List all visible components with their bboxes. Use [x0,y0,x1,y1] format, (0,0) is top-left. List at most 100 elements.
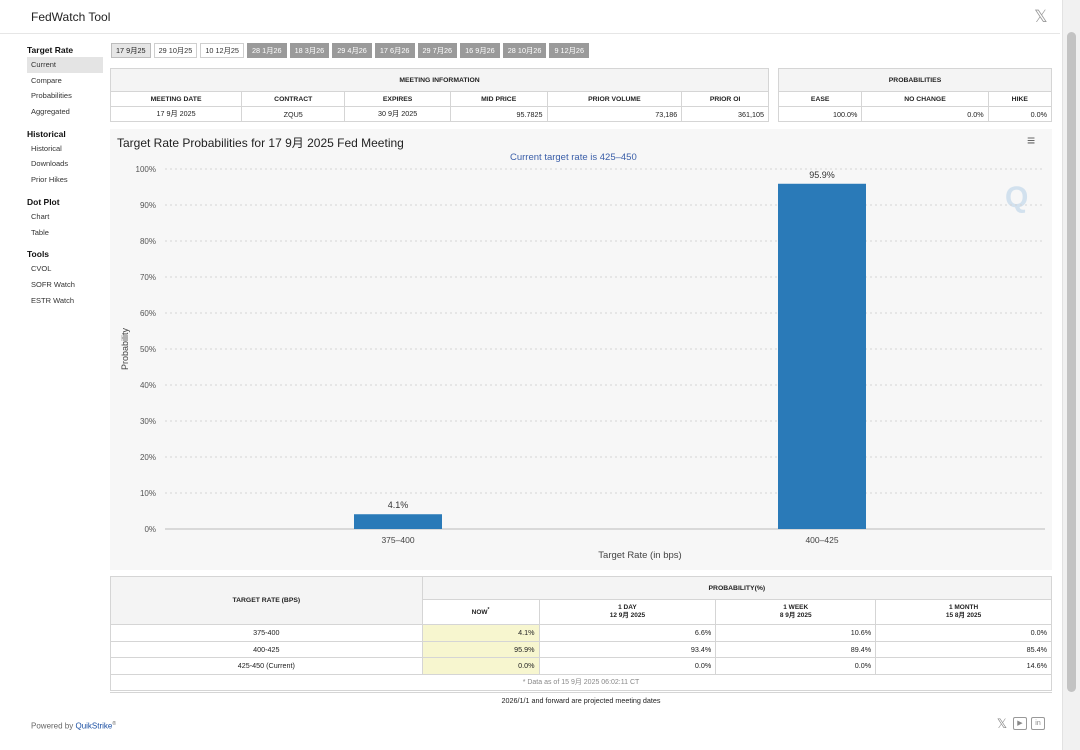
sidebar-item-table[interactable]: Table [31,227,49,237]
target-rate-cell: 400-425 [110,640,423,658]
probability-heading: PROBABILITY(%) [421,576,1053,600]
tab-meeting-date[interactable]: 17 9月25 [111,43,151,58]
sidebar-nav: Target Rate Current Compare Probabilities Ag… [27,44,103,308]
bar-data-label: 4.1% [388,500,409,510]
tab-meeting-date[interactable]: 17 6月26 [374,43,415,58]
y-tick-label: 0% [144,525,156,534]
sidebar-item-downloads[interactable]: Downloads [31,159,69,169]
column-header: CONTRACT [241,91,346,107]
y-tick-label: 80% [140,237,156,246]
target-rate-heading: TARGET RATE (BPS) [110,576,423,625]
sidebar-item-prior-hikes[interactable]: Prior Hikes [31,175,68,185]
meeting-info-cell: 95.7825 [449,106,548,122]
scrollbar-thumb[interactable] [1067,32,1076,692]
period-column-header: NOW* [421,599,540,625]
hamburger-icon[interactable]: ≡ [1027,132,1036,148]
column-header: PRIOR OI [681,91,769,107]
meeting-information-table: MEETING INFORMATION MEETING DATE CONTRACT… [109,68,769,122]
probability-value-cell: 95.9% [421,640,540,658]
sidebar-heading: Dot Plot [27,196,60,207]
app-title: FedWatch Tool [31,10,111,24]
page-scrollbar[interactable] [1062,0,1080,750]
period-label: 1 MONTH [948,604,979,611]
period-label: 1 DAY [618,604,637,611]
sidebar-item-current[interactable]: Current [27,57,103,73]
period-column-header: 1 MONTH 15 8月 2025 [875,599,1052,625]
probability-value-cell: 10.6% [715,624,877,642]
probability-value-cell: 0.0% [715,657,877,675]
quikstrike-link[interactable]: QuikStrike [75,721,113,731]
sidebar-item-sofr-watch[interactable]: SOFR Watch [31,279,75,289]
probability-history-table: TARGET RATE (BPS) PROBABILITY(%) NOW* 1 D… [110,576,1053,691]
powered-by: Powered by QuikStrike® [31,721,116,731]
sidebar-heading: Historical [27,128,66,139]
tab-meeting-date[interactable]: 29 10月25 [153,43,198,58]
footnote-mark: * [487,607,490,614]
period-date: 12 9月 2025 [609,612,646,619]
probability-cell: 0.0% [987,106,1053,122]
probability-value-cell: 0.0% [421,657,540,675]
sidebar-item-historical[interactable]: Historical [31,143,62,153]
probability-value-cell: 14.6% [875,657,1052,675]
bar [354,514,442,529]
y-tick-label: 50% [140,345,156,354]
meeting-info-cell: 17 9月 2025 [109,106,243,122]
probability-value-cell: 4.1% [421,624,540,642]
bar-data-label: 95.9% [809,170,835,180]
registered-mark: ® [112,721,117,727]
y-tick-label: 60% [140,309,156,318]
column-header: PRIOR VOLUME [546,91,683,107]
social-icons: 𝕏 ▶ in [995,717,1045,730]
period-date: 8 9月 2025 [779,612,812,619]
x-tick-label: 375–400 [381,535,414,545]
probability-chart: Target Rate Probabilities for 17 9月 2025… [110,129,1052,570]
x-icon[interactable]: 𝕏 [996,716,1008,731]
sidebar-item-chart[interactable]: Chart [31,211,50,221]
y-tick-label: 40% [140,381,156,390]
sidebar-item-compare[interactable]: Compare [31,75,62,85]
tab-meeting-date[interactable]: 28 1月26 [247,43,287,58]
sidebar-item-cvol[interactable]: CVOL [31,264,52,274]
target-rate-cell: 425-450 (Current) [110,657,423,675]
meeting-info-cell: 30 9月 2025 [344,106,451,122]
period-column-header: 1 WEEK 8 9月 2025 [715,599,877,625]
tab-meeting-date[interactable]: 18 3月26 [289,43,330,58]
target-rate-cell: 375-400 [110,624,423,642]
probability-cell: 0.0% [861,106,989,122]
probability-value-cell: 0.0% [538,657,717,675]
quikstrike-watermark-icon: Q [1005,181,1029,214]
period-label: NOW* [471,607,490,617]
column-header: NO CHANGE [861,91,989,107]
tab-meeting-date[interactable]: 16 9月26 [460,43,500,58]
meeting-info-cell: ZQU5 [241,106,346,122]
table-row: 400-425 95.9% 93.4% 89.4% 85.4% [110,640,1052,658]
chart-title: Target Rate Probabilities for 17 9月 2025… [117,136,404,150]
linkedin-icon[interactable]: in [1031,717,1045,730]
youtube-icon[interactable]: ▶ [1013,717,1027,730]
x-logo-icon[interactable]: 𝕏 [1034,7,1048,26]
data-as-of-note: * Data as of 15 9月 2025 06:02:11 CT [110,673,1052,691]
tab-meeting-date[interactable]: 9 12月26 [549,43,590,58]
tab-meeting-date[interactable]: 29 7月26 [417,43,458,58]
sidebar-item-estr-watch[interactable]: ESTR Watch [31,295,75,305]
probabilities-table: PROBABILITIES EASE NO CHANGE HIKE 100.0% 0.… [777,68,1053,122]
tab-meeting-date[interactable]: 10 12月25 [200,43,244,58]
x-tick-label: 400–425 [805,535,838,545]
tab-meeting-date[interactable]: 29 4月26 [332,43,372,58]
sidebar-gap [27,188,103,196]
meeting-information-heading: MEETING INFORMATION [110,68,769,92]
y-tick-label: 10% [140,489,156,498]
probability-value-cell: 85.4% [875,640,1052,658]
footer-divider [110,692,1052,693]
sidebar-item-probabilities[interactable]: Probabilities [31,91,72,101]
column-header: MID PRICE [449,91,548,107]
top-bar: FedWatch Tool 𝕏 [0,0,1060,34]
column-header: EASE [777,91,863,107]
period-date: 15 8月 2025 [945,612,982,619]
y-tick-label: 90% [140,201,156,210]
projected-dates-note: 2026/1/1 and forward are projected meeti… [501,696,661,705]
tab-meeting-date[interactable]: 28 10月26 [502,43,547,58]
sidebar-item-aggregated[interactable]: Aggregated [31,107,70,117]
y-tick-label: 30% [140,417,156,426]
y-tick-label: 100% [136,165,156,174]
